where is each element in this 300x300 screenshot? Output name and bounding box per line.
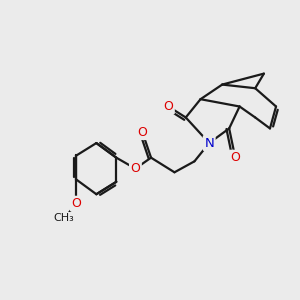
Text: O: O bbox=[164, 100, 173, 113]
Text: O: O bbox=[137, 126, 147, 139]
Text: O: O bbox=[230, 151, 240, 164]
Text: O: O bbox=[130, 162, 140, 175]
Text: CH₃: CH₃ bbox=[54, 213, 75, 223]
Text: N: N bbox=[204, 136, 214, 150]
Text: O: O bbox=[71, 197, 81, 210]
